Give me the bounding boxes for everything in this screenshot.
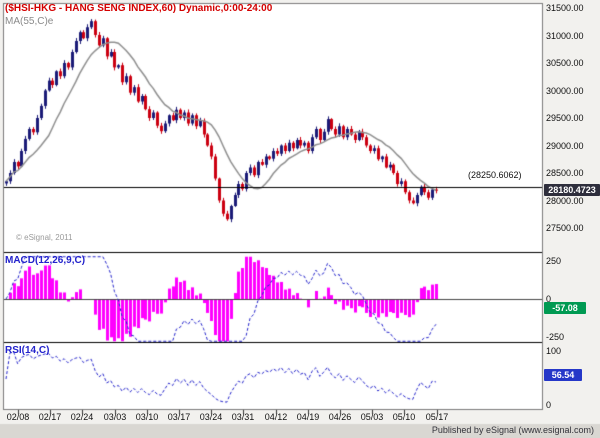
chart-title: ($HSI-HKG - HANG SENG INDEX,60) Dynamic,… — [5, 3, 273, 14]
rsi-axis-label: 100 — [546, 346, 562, 356]
x-axis-date: 03/10 — [135, 412, 159, 422]
price-axis-label: 29500.00 — [546, 113, 584, 123]
x-axis-date: 03/31 — [231, 412, 255, 422]
rsi-axis-label: 0 — [546, 400, 552, 410]
x-axis-date: 05/17 — [425, 412, 449, 422]
level-line-label: (28250.6062) — [468, 170, 522, 180]
x-axis-date: 04/19 — [296, 412, 320, 422]
rsi-indicator-label: RSI(14,C) — [5, 345, 50, 356]
x-axis-date: 05/03 — [360, 412, 384, 422]
esignal-watermark: © eSignal, 2011 — [16, 233, 73, 242]
x-axis-date: 03/17 — [167, 412, 191, 422]
price-axis-label: 31500.00 — [546, 3, 584, 13]
price-axis-label: 30500.00 — [546, 58, 584, 68]
ma-indicator-label: MA(55,C)e — [5, 16, 54, 27]
x-axis-date: 02/24 — [70, 412, 94, 422]
x-axis-date: 02/17 — [38, 412, 62, 422]
price-axis-label: 27500.00 — [546, 223, 584, 233]
x-axis-date: 05/10 — [392, 412, 416, 422]
x-axis-date: 04/26 — [328, 412, 352, 422]
macd-axis-label: -250 — [546, 332, 565, 342]
x-axis-date: 03/24 — [199, 412, 223, 422]
last-price-badge: 28180.4723 — [544, 184, 600, 196]
rsi-value-badge: 56.54 — [544, 369, 582, 381]
macd-indicator-label: MACD(12,26,9,C) — [5, 255, 86, 266]
macd-axis-label: 0 — [546, 294, 552, 304]
x-axis-date: 04/12 — [264, 412, 288, 422]
published-by-footer: Published by eSignal (www.esignal.com) — [431, 425, 594, 435]
price-axis-label: 28000.00 — [546, 196, 584, 206]
x-axis-date: 03/03 — [103, 412, 127, 422]
macd-value-badge: -57.08 — [544, 302, 586, 314]
price-axis-label: 28500.00 — [546, 168, 584, 178]
price-axis-label: 29000.00 — [546, 141, 584, 151]
price-axis-label: 31000.00 — [546, 31, 584, 41]
x-axis-date: 02/08 — [6, 412, 30, 422]
macd-axis-label: 250 — [546, 256, 562, 266]
price-axis-label: 30000.00 — [546, 86, 584, 96]
